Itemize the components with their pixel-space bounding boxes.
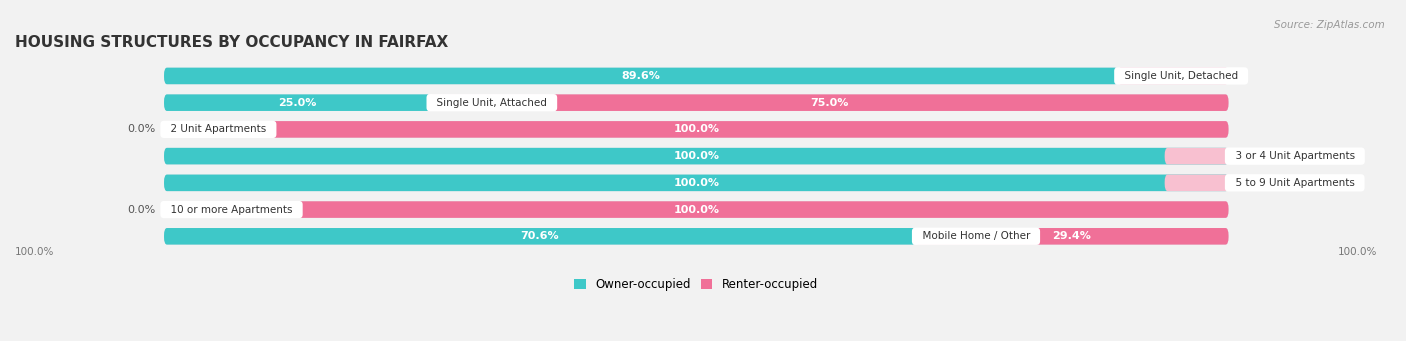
FancyBboxPatch shape: [165, 121, 1229, 138]
FancyBboxPatch shape: [165, 228, 915, 244]
FancyBboxPatch shape: [165, 201, 1229, 218]
FancyBboxPatch shape: [165, 175, 1229, 191]
Text: 2 Unit Apartments: 2 Unit Apartments: [165, 124, 273, 134]
FancyBboxPatch shape: [165, 68, 1118, 84]
Text: 100.0%: 100.0%: [15, 247, 55, 257]
Text: 10 or more Apartments: 10 or more Apartments: [165, 205, 299, 214]
Legend: Owner-occupied, Renter-occupied: Owner-occupied, Renter-occupied: [575, 278, 818, 291]
Text: Source: ZipAtlas.com: Source: ZipAtlas.com: [1274, 20, 1385, 30]
Text: 0.0%: 0.0%: [1237, 151, 1265, 161]
Text: 75.0%: 75.0%: [810, 98, 849, 108]
FancyBboxPatch shape: [1164, 175, 1229, 191]
Text: 5 to 9 Unit Apartments: 5 to 9 Unit Apartments: [1229, 178, 1361, 188]
FancyBboxPatch shape: [915, 228, 1229, 244]
FancyBboxPatch shape: [430, 94, 1229, 111]
Text: 25.0%: 25.0%: [278, 98, 316, 108]
Text: Single Unit, Detached: Single Unit, Detached: [1118, 71, 1244, 81]
FancyBboxPatch shape: [1118, 68, 1229, 84]
Text: 29.4%: 29.4%: [1053, 231, 1091, 241]
Text: Single Unit, Attached: Single Unit, Attached: [430, 98, 554, 108]
Text: Mobile Home / Other: Mobile Home / Other: [915, 231, 1036, 241]
Text: 89.6%: 89.6%: [621, 71, 661, 81]
FancyBboxPatch shape: [165, 201, 228, 218]
Text: 100.0%: 100.0%: [673, 178, 720, 188]
FancyBboxPatch shape: [165, 68, 1229, 84]
FancyBboxPatch shape: [165, 148, 1229, 164]
Text: 100.0%: 100.0%: [673, 151, 720, 161]
FancyBboxPatch shape: [165, 201, 1229, 218]
Text: 100.0%: 100.0%: [673, 205, 720, 214]
FancyBboxPatch shape: [165, 121, 228, 138]
Text: 100.0%: 100.0%: [673, 124, 720, 134]
FancyBboxPatch shape: [1164, 148, 1229, 164]
Text: 0.0%: 0.0%: [128, 205, 156, 214]
FancyBboxPatch shape: [165, 175, 1229, 191]
Text: 70.6%: 70.6%: [520, 231, 560, 241]
Text: 3 or 4 Unit Apartments: 3 or 4 Unit Apartments: [1229, 151, 1361, 161]
Text: HOUSING STRUCTURES BY OCCUPANCY IN FAIRFAX: HOUSING STRUCTURES BY OCCUPANCY IN FAIRF…: [15, 35, 449, 50]
Text: 10.4%: 10.4%: [1154, 71, 1192, 81]
FancyBboxPatch shape: [165, 121, 1229, 138]
FancyBboxPatch shape: [165, 148, 1229, 164]
FancyBboxPatch shape: [165, 228, 1229, 244]
Text: 0.0%: 0.0%: [1237, 178, 1265, 188]
FancyBboxPatch shape: [165, 94, 1229, 111]
FancyBboxPatch shape: [165, 94, 430, 111]
Text: 0.0%: 0.0%: [128, 124, 156, 134]
Text: 100.0%: 100.0%: [1339, 247, 1378, 257]
